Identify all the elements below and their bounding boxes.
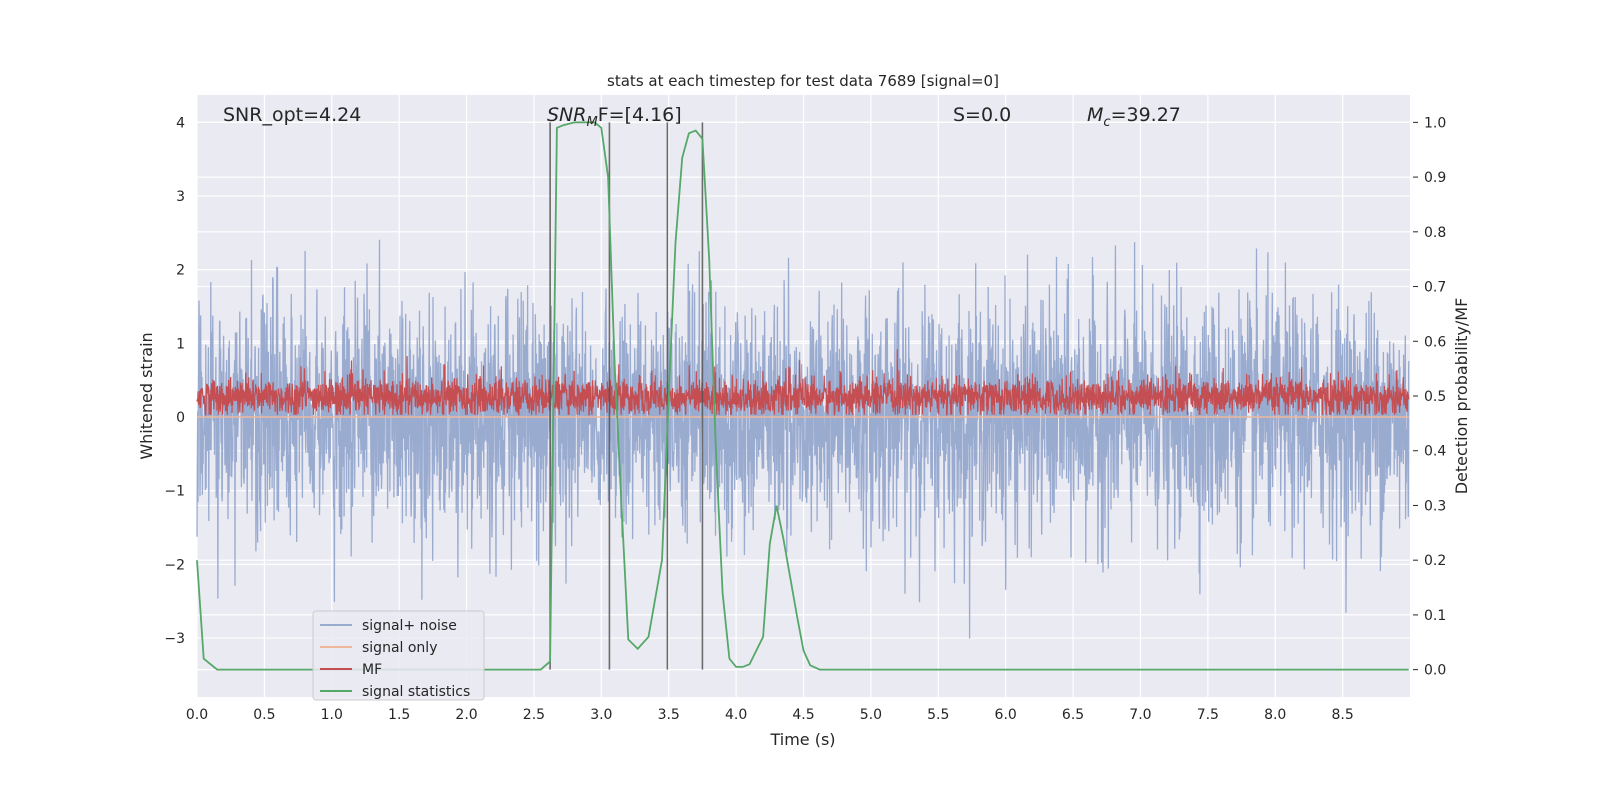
snr-mf-rest: F=[4.16] [598, 104, 682, 126]
y-axis-label-right: Detection probability/MF [1452, 298, 1471, 495]
x-tick-label: 6.5 [1062, 707, 1084, 723]
x-tick-label: 5.5 [927, 707, 949, 723]
y-tick-label-right: 0.3 [1424, 498, 1446, 514]
x-tick-label: 0.5 [253, 707, 275, 723]
snr-mf-sub: M [586, 115, 597, 130]
x-tick-label: 3.0 [590, 707, 612, 723]
legend-box [312, 610, 485, 701]
y-axis-label: Whitened strain [137, 332, 156, 459]
signal-noise-series [196, 239, 1410, 639]
y-tick-label: −1 [164, 484, 185, 500]
legend: signal+ noise signal only MF signal stat… [312, 610, 485, 701]
snr-mf-base: SNR [547, 104, 586, 126]
annotation-mc: Mc=39.27 [1087, 104, 1181, 130]
annotation-snr-opt: SNR_opt=4.24 [223, 104, 361, 126]
y-tick-label-right: 0.8 [1424, 225, 1446, 241]
signal-noise-line [196, 239, 1410, 639]
mc-sub: c [1103, 115, 1110, 130]
y-tick-label: 0 [176, 410, 185, 426]
x-tick-label: 6.0 [995, 707, 1017, 723]
x-tick-label: 7.0 [1129, 707, 1151, 723]
y-tick-label-right: 0.6 [1424, 334, 1446, 350]
x-tick-label: 5.0 [860, 707, 882, 723]
legend-label-statistics: signal statistics [362, 684, 470, 700]
y-tick-label: 2 [176, 263, 185, 279]
y-tick-label-right: 1.0 [1424, 115, 1446, 131]
annotation-s: S=0.0 [953, 104, 1011, 126]
y-tick-label-right: 0.9 [1424, 170, 1446, 186]
x-tick-label: 2.0 [455, 707, 477, 723]
y-tick-label: 4 [176, 115, 185, 131]
mc-base: M [1087, 104, 1103, 126]
x-tick-label: 8.0 [1264, 707, 1286, 723]
y-tick-label-right: 0.2 [1424, 553, 1446, 569]
y-tick-label: −3 [164, 631, 185, 647]
mf-series [196, 349, 1410, 416]
y-tick-label-right: 0.0 [1424, 663, 1446, 679]
annotation-snr-mf: SNRMF=[4.16] [547, 104, 682, 130]
x-tick-label: 4.5 [792, 707, 814, 723]
y-tick-label: 3 [176, 189, 185, 205]
y-tick-label: −2 [164, 557, 185, 573]
chart-title: stats at each timestep for test data 768… [607, 72, 999, 90]
x-tick-label: 8.5 [1331, 707, 1353, 723]
y-tick-label-right: 0.1 [1424, 608, 1446, 624]
legend-label-mf: MF [362, 662, 382, 678]
x-tick-label: 1.0 [321, 707, 343, 723]
x-tick-label: 4.0 [725, 707, 747, 723]
tick-labels: 0.0 0.5 1.0 1.5 2.0 2.5 3.0 3.5 4.0 4.5 5.0 5.5 6.0 6… [164, 115, 1446, 723]
mc-rest: =39.27 [1111, 104, 1181, 126]
legend-label-signal-only: signal only [362, 640, 437, 656]
x-tick-label: 2.5 [523, 707, 545, 723]
x-axis-label: Time (s) [769, 730, 835, 749]
legend-label-signal-noise: signal+ noise [362, 618, 457, 634]
y-tick-label-right: 0.4 [1424, 444, 1446, 460]
x-tick-label: 3.5 [658, 707, 680, 723]
x-tick-label: 7.5 [1197, 707, 1219, 723]
y-tick-label-right: 0.5 [1424, 389, 1446, 405]
signal-statistics-line [196, 121, 1409, 671]
x-tick-label: 1.5 [388, 707, 410, 723]
mf-line [196, 349, 1410, 416]
signal-statistics-series [196, 121, 1409, 671]
y-tick-label: 1 [176, 336, 185, 352]
x-tick-label: 0.0 [186, 707, 208, 723]
y-tick-label-right: 0.7 [1424, 280, 1446, 296]
